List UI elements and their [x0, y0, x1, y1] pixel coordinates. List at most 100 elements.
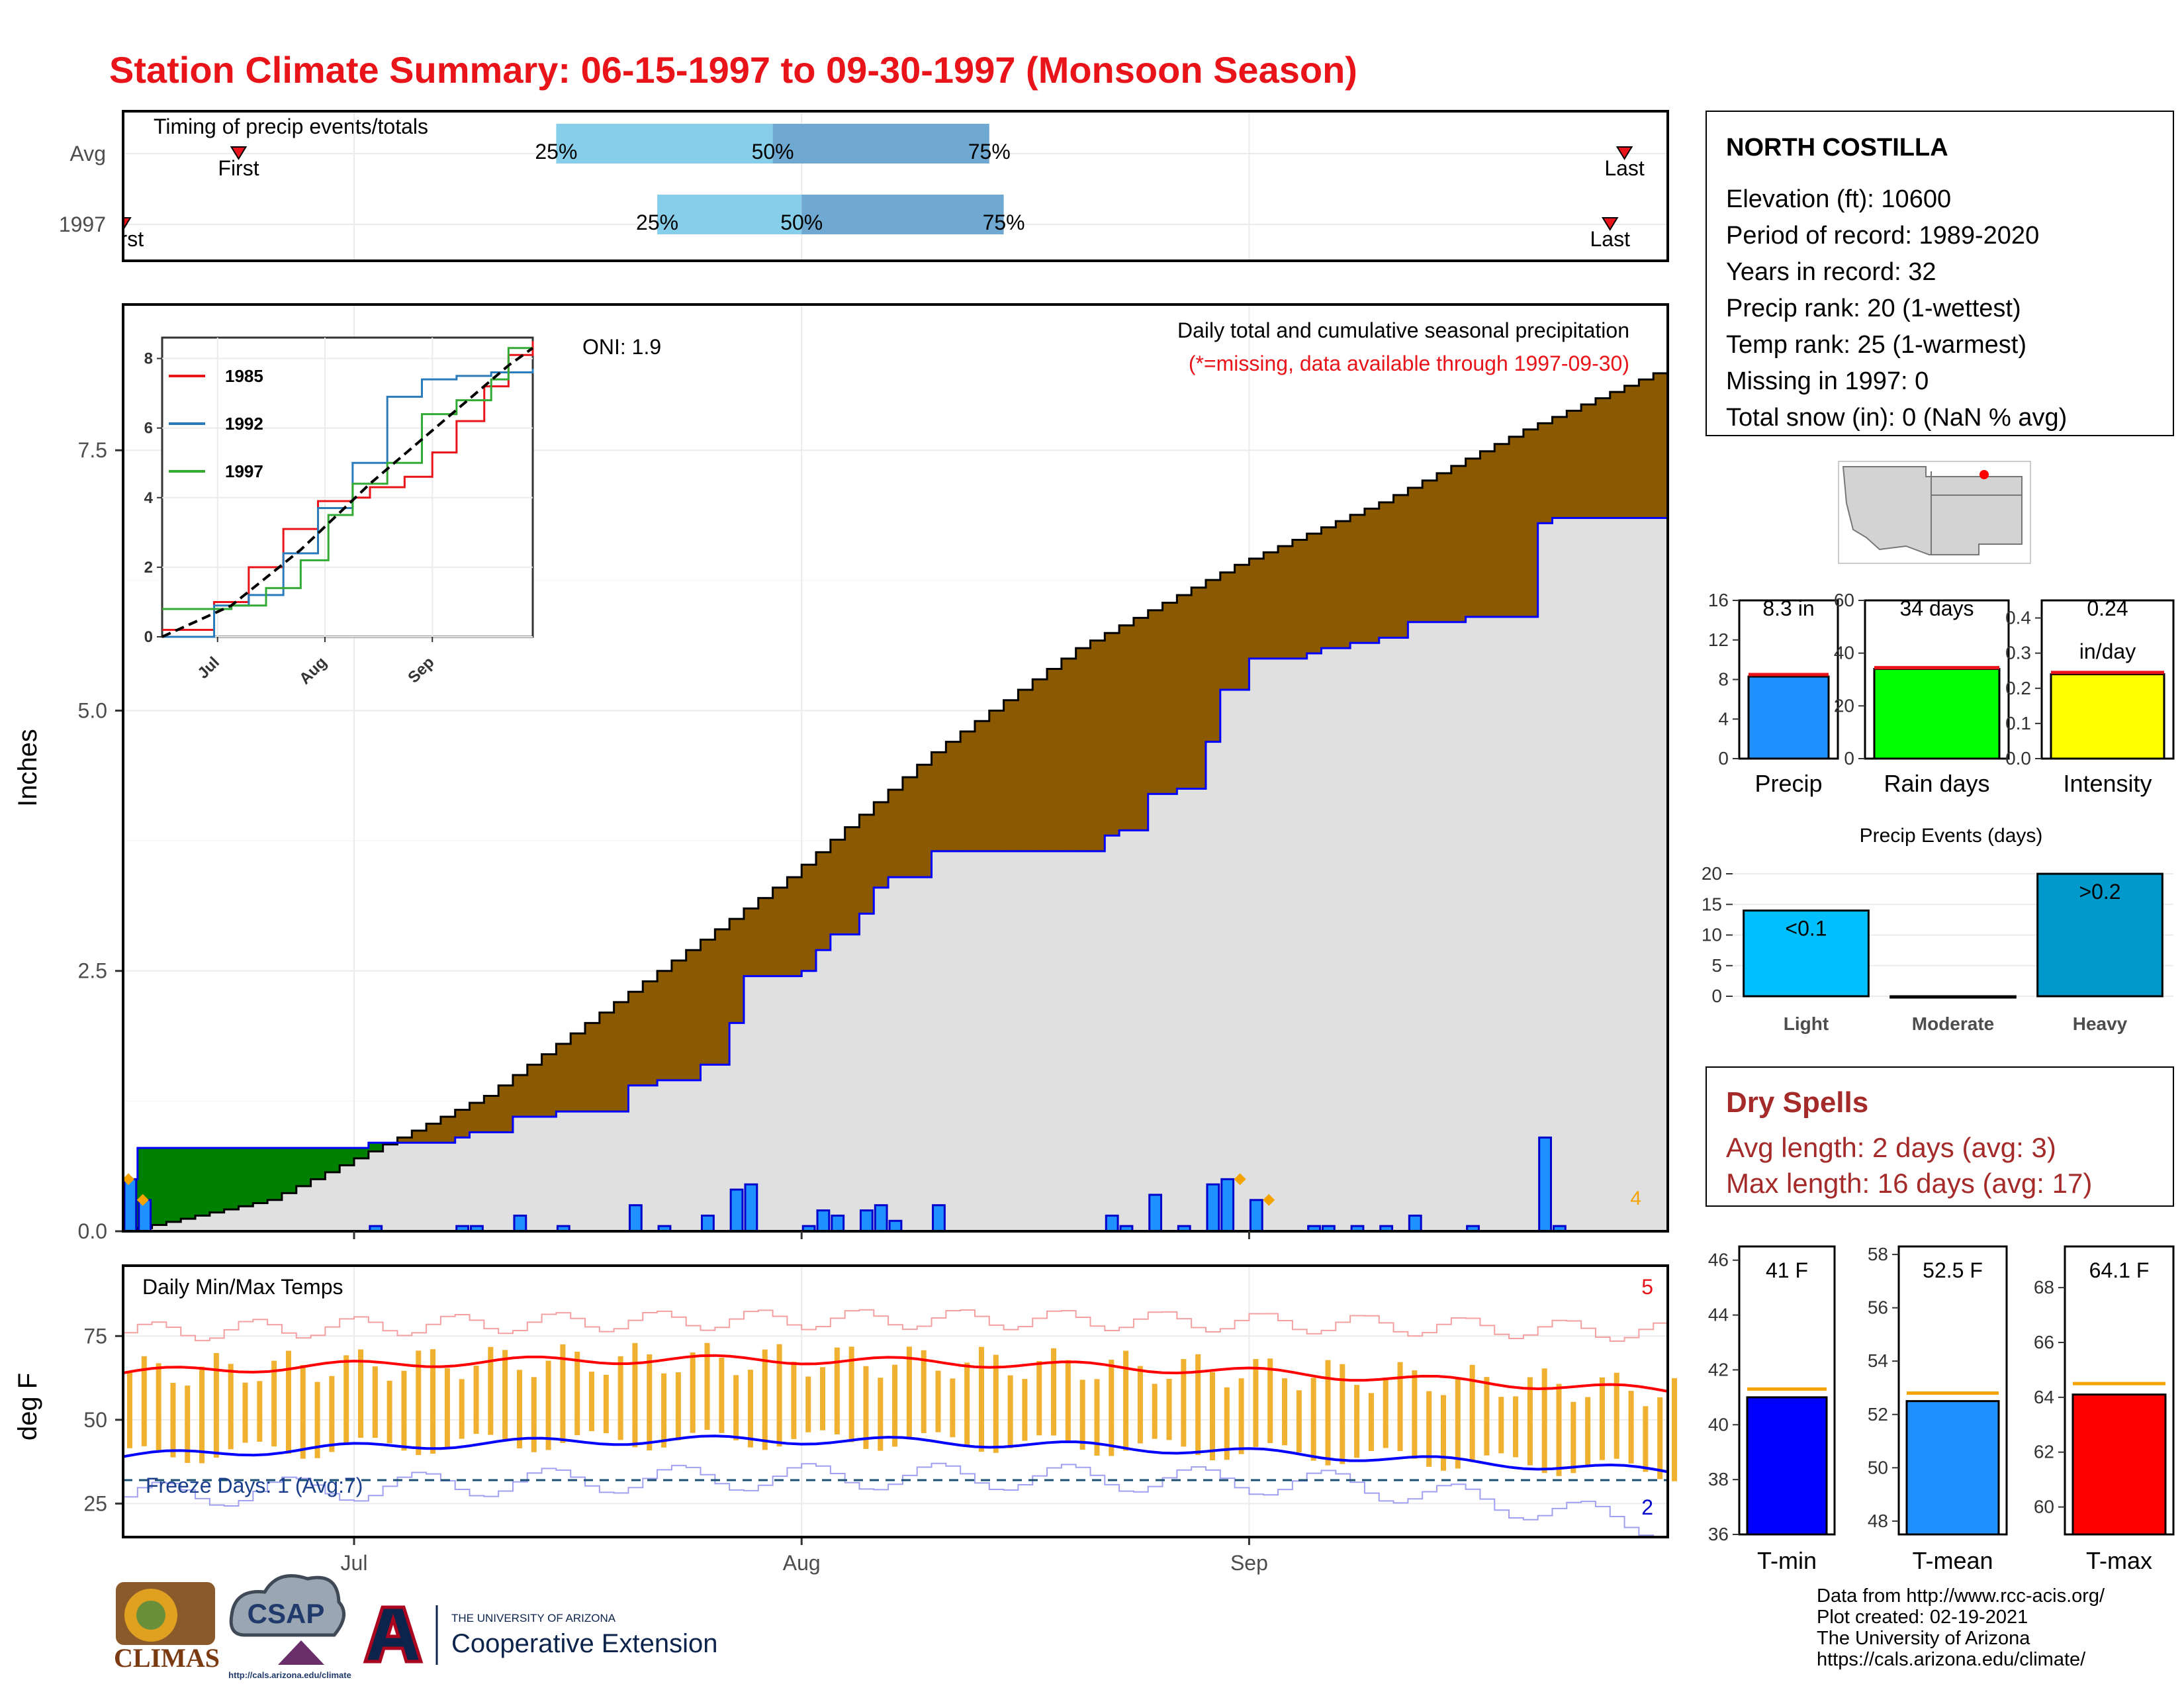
below-avg-area	[1509, 436, 1524, 617]
daily-temp-range-bar	[647, 1354, 653, 1451]
inset-ytick-label: 2	[144, 559, 153, 577]
tempbar-name: T-min	[1757, 1547, 1817, 1574]
below-avg-area	[787, 877, 802, 976]
daily-temp-range-bar	[199, 1366, 205, 1464]
heavy-rain-marker	[1263, 1194, 1275, 1206]
timing-quartile-bar-lower	[657, 195, 802, 234]
daily-temp-range-bar	[329, 1376, 335, 1452]
daily-temp-range-bar	[1036, 1360, 1042, 1436]
daily-temp-range-bar	[617, 1356, 623, 1440]
tempbar-ytick-label: 54	[1868, 1350, 1888, 1371]
daily-temp-range-bar	[1166, 1378, 1172, 1440]
tempbar-1	[1905, 1400, 2000, 1536]
below-avg-area	[1234, 565, 1250, 690]
summary-ytick-label: 0.2	[2005, 678, 2031, 698]
precip-ytick-label: 2.5	[78, 959, 107, 983]
timing-first-marker	[124, 217, 132, 229]
daily-temp-range-bar	[1123, 1350, 1129, 1451]
events-ytick-label: 15	[1702, 894, 1722, 914]
daily-temp-range-bar	[733, 1375, 739, 1440]
avg-min-line	[122, 1434, 1668, 1474]
min-count-label: 2	[1641, 1495, 1653, 1519]
summary-value-label: 34 days	[1899, 596, 1974, 620]
above-avg-area	[253, 1148, 268, 1203]
daily-temp-range-bar	[1267, 1358, 1273, 1444]
daily-precip-bar	[1206, 1183, 1220, 1233]
freeze-days-label: Freeze Days: 1 (Avg:7)	[146, 1474, 363, 1497]
below-avg-area	[397, 1137, 412, 1143]
daily-precip-bar	[874, 1204, 888, 1233]
summary-bar-name: Rain days	[1884, 770, 1989, 797]
tempbar-ytick-label: 46	[1708, 1250, 1729, 1270]
daily-temp-range-bar	[921, 1350, 927, 1433]
summary-value-label: 8.3 in	[1762, 596, 1814, 620]
precip-ytick-label: 5.0	[78, 698, 107, 722]
daily-temp-range-bar	[141, 1356, 147, 1446]
above-avg-area	[195, 1148, 210, 1216]
daily-temp-range-bar	[1657, 1397, 1663, 1479]
tempbar-ytick-label: 36	[1708, 1524, 1729, 1544]
summary-bar-2	[2050, 673, 2165, 760]
below-avg-area	[888, 790, 903, 878]
daily-temp-range-bar	[964, 1362, 970, 1446]
tempbar-ytick-label: 50	[1868, 1457, 1888, 1477]
daily-temp-range-bar	[762, 1349, 768, 1450]
below-avg-area	[859, 814, 874, 914]
daily-temp-range-bar	[516, 1370, 522, 1448]
ua-small-text: THE UNIVERSITY OF ARIZONA	[451, 1612, 616, 1624]
daily-precip-bar	[701, 1214, 715, 1233]
daily-temp-range-bar	[473, 1366, 479, 1434]
daily-temp-range-bar	[1628, 1391, 1634, 1464]
daily-temp-range-bar	[257, 1381, 263, 1442]
csap-mountain-icon	[278, 1640, 324, 1665]
summary-bar-1	[1873, 668, 2001, 760]
dry-box-frame	[1706, 1066, 2174, 1207]
below-avg-area	[498, 1085, 514, 1133]
daily-temp-range-bar	[1325, 1360, 1331, 1466]
tempbar-0	[1746, 1396, 1828, 1536]
heavy-rain-marker	[136, 1194, 149, 1206]
daily-precip-bar	[816, 1209, 831, 1233]
daily-temp-range-bar	[675, 1372, 681, 1440]
above-avg-area	[267, 1148, 283, 1200]
timing-last-label: Last	[1604, 156, 1645, 180]
daily-temp-range-bar	[358, 1349, 364, 1438]
summary-ytick-label: 0.3	[2005, 643, 2031, 663]
below-avg-area	[1653, 373, 1668, 518]
daily-temp-range-bar	[661, 1373, 667, 1448]
daily-temp-range-bar	[1051, 1348, 1057, 1436]
inset-ytick-label: 6	[144, 420, 153, 438]
daily-temp-range-bar	[502, 1350, 508, 1441]
below-avg-area	[599, 1012, 615, 1112]
below-avg-area	[1191, 587, 1206, 789]
daily-temp-range-bar	[690, 1352, 696, 1433]
tempbar-value-label: 41 F	[1766, 1258, 1808, 1282]
daily-temp-range-bar	[1527, 1377, 1533, 1466]
inset-frame	[161, 336, 534, 638]
above-avg-area	[238, 1148, 253, 1207]
daily-temp-range-bar	[343, 1355, 349, 1444]
below-avg-area	[1480, 451, 1495, 617]
summary-ytick-label: 16	[1708, 590, 1729, 610]
avg-cumulative-line	[123, 367, 1669, 1233]
tempbar-value-label: 52.5 F	[1923, 1258, 1983, 1282]
below-avg-area	[1321, 527, 1336, 649]
summary-ytick-label: 0	[1844, 748, 1854, 769]
daily-temp-range-bar	[1426, 1391, 1432, 1467]
timing-row-label-avg: Avg	[69, 142, 106, 165]
tempbar-ytick-label: 48	[1868, 1511, 1888, 1531]
daily-temp-range-bar	[1469, 1364, 1475, 1462]
inset-avg-line	[161, 347, 534, 638]
daily-temp-range-bar	[1556, 1383, 1562, 1476]
below-avg-area	[960, 731, 976, 851]
station-location-dot	[1979, 470, 1989, 479]
below-avg-area	[426, 1123, 441, 1143]
daily-temp-range-bar	[372, 1366, 378, 1438]
below-avg-area	[1075, 648, 1091, 851]
daily-temp-range-bar	[531, 1377, 537, 1452]
below-avg-area	[729, 919, 745, 1023]
daily-temp-range-bar	[1513, 1396, 1519, 1458]
below-avg-area	[527, 1064, 543, 1117]
events-bar-label: <0.1	[1785, 917, 1827, 941]
below-avg-area	[946, 741, 961, 851]
